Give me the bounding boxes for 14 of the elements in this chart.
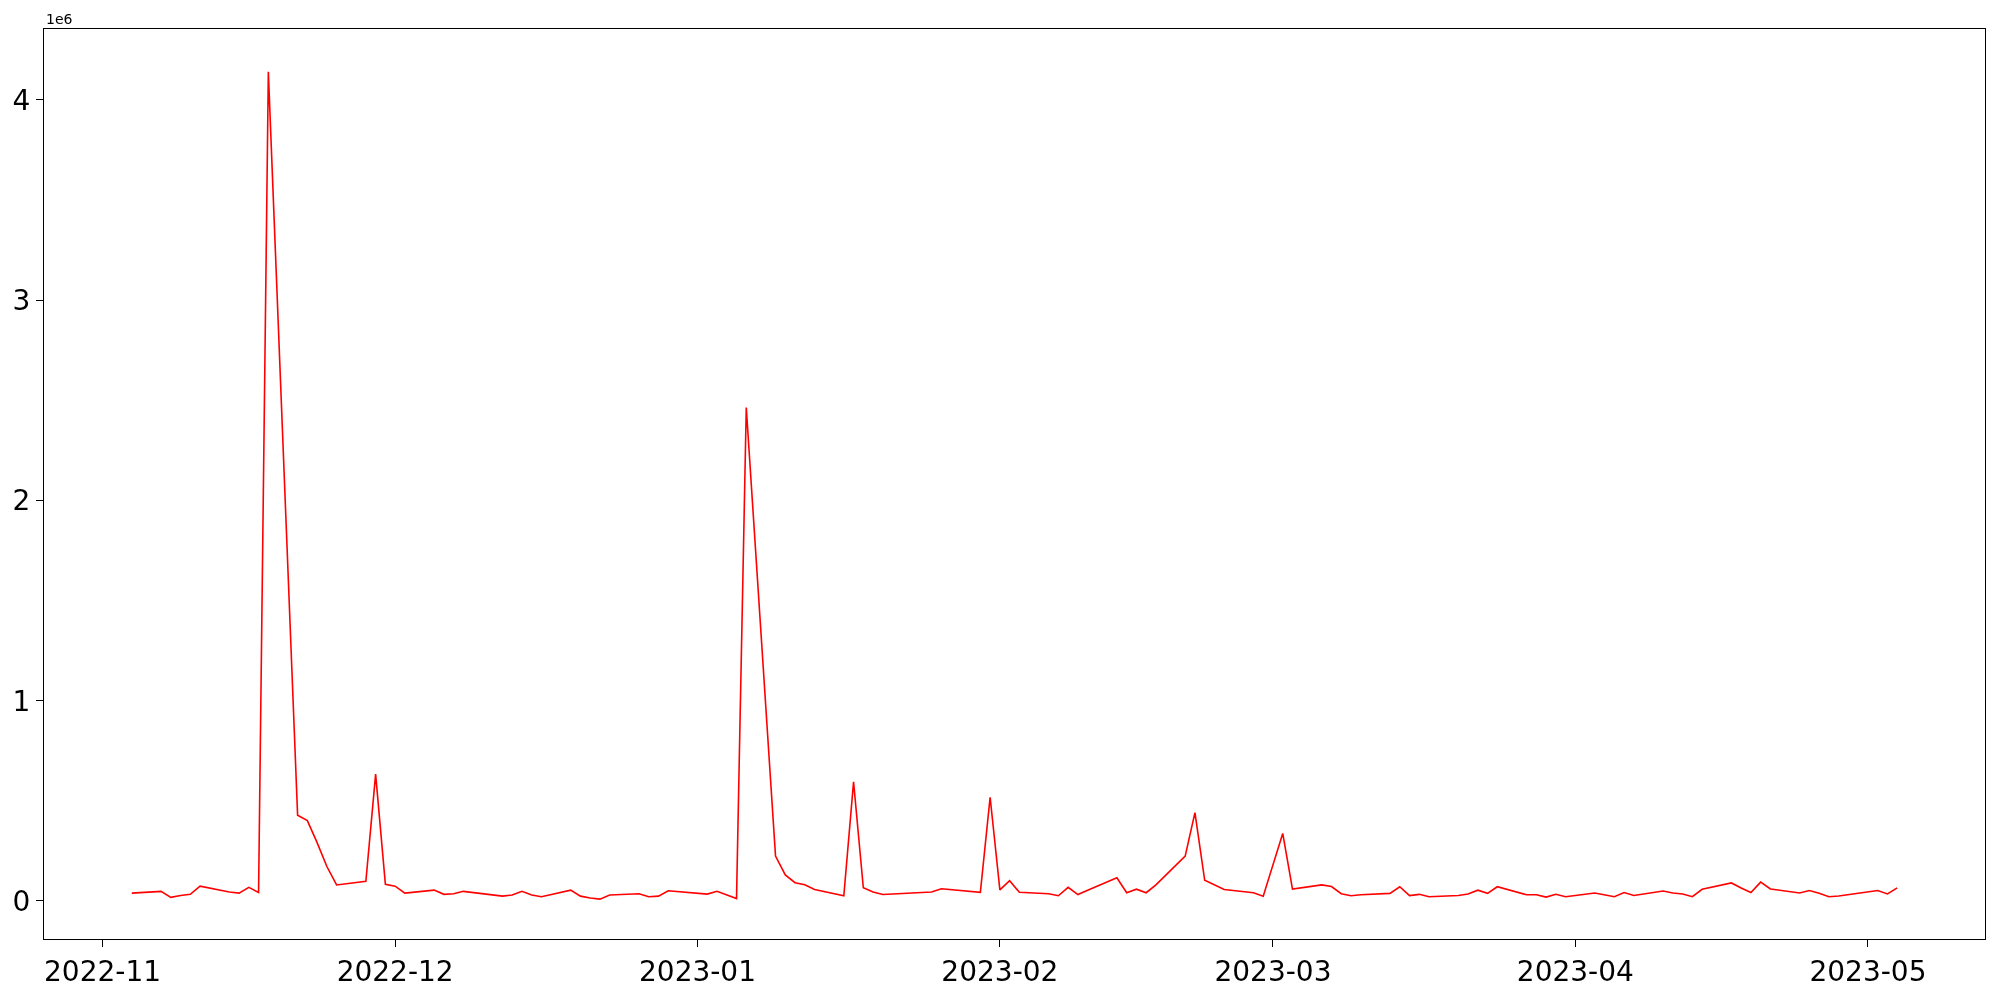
y-tick-label: 0 [12, 884, 31, 918]
x-tick-label: 2023-05 [1809, 954, 1927, 988]
x-tick-label: 2023-04 [1516, 954, 1634, 988]
line-series [130, 71, 1899, 900]
x-tick-label: 2023-03 [1214, 954, 1332, 988]
y-tick-label: 3 [12, 283, 31, 317]
y-tick-label: 2 [12, 484, 31, 518]
y-tick-label: 1 [12, 684, 31, 718]
text: 1e6 [46, 11, 73, 27]
x-tick-label: 2023-02 [941, 954, 1059, 988]
x-tick-label: 2022-11 [44, 954, 162, 988]
x-tick-label: 2022-12 [336, 954, 454, 988]
y-tick-label: 4 [12, 83, 31, 117]
x-tick-label: 2023-01 [639, 954, 756, 988]
